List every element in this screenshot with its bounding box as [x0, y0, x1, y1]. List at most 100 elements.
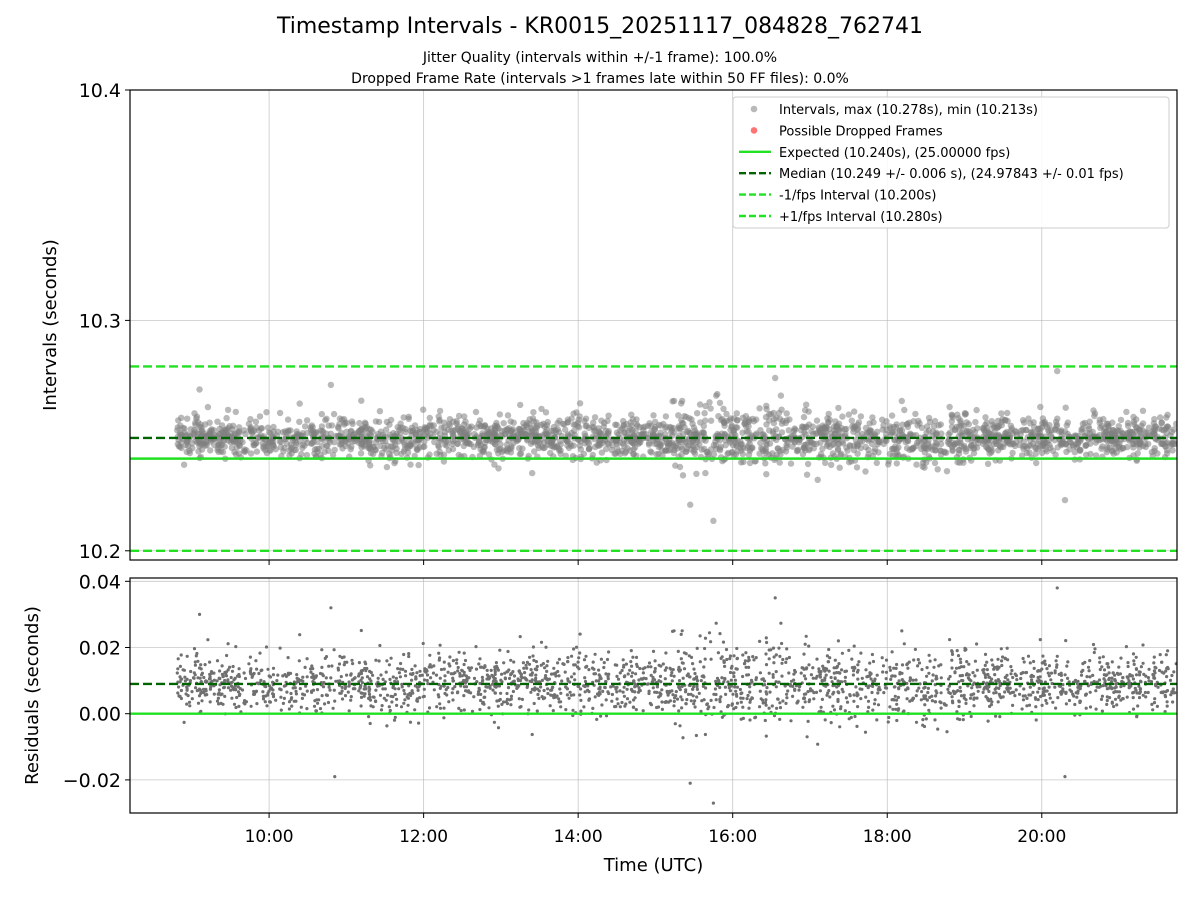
interval-point: [507, 418, 514, 425]
interval-point: [562, 452, 569, 459]
residual-point: [978, 685, 982, 689]
residual-point: [347, 680, 351, 684]
residual-point: [732, 707, 736, 711]
residual-point: [208, 687, 212, 691]
residual-point: [669, 673, 673, 678]
interval-point: [1071, 449, 1079, 456]
interval-point: [613, 429, 621, 436]
residual-point: [597, 693, 601, 698]
residual-point: [376, 676, 380, 680]
residual-point: [212, 692, 216, 696]
interval-point: [183, 448, 190, 456]
interval-point: [493, 422, 500, 429]
residual-point: [962, 693, 966, 698]
interval-point: [413, 446, 420, 453]
interval-point: [303, 451, 311, 459]
residual-point: [973, 659, 978, 663]
residual-point: [459, 684, 463, 688]
residual-point: [1083, 660, 1087, 665]
residual-point: [1055, 665, 1059, 669]
interval-point: [669, 442, 677, 449]
residual-point: [208, 672, 212, 677]
residual-point: [442, 667, 446, 671]
interval-point: [757, 427, 764, 434]
residual-point: [232, 678, 236, 682]
residual-point: [1026, 654, 1031, 658]
residual-point: [278, 646, 282, 650]
residual-point: [884, 677, 888, 681]
residual-point: [1047, 685, 1051, 689]
residual-point: [297, 659, 301, 663]
residual-point: [531, 654, 535, 658]
residual-point: [975, 668, 979, 672]
interval-point: [308, 440, 315, 447]
residual-point: [523, 671, 527, 675]
interval-point: [776, 459, 783, 466]
residual-point: [647, 661, 652, 665]
residual-point: [866, 674, 870, 679]
interval-point: [585, 424, 593, 432]
residual-point: [720, 676, 724, 680]
residual-point: [1036, 690, 1040, 694]
residual-point: [310, 690, 314, 695]
residual-point: [486, 677, 490, 681]
interval-point: [924, 446, 931, 453]
residual-point: [503, 671, 507, 675]
residual-point: [692, 702, 696, 706]
residual-point: [224, 674, 229, 678]
residual-point: [731, 692, 735, 696]
interval-point: [408, 424, 416, 431]
residual-point: [362, 694, 366, 698]
interval-point: [765, 451, 773, 458]
interval-point: [955, 415, 962, 422]
residual-point: [907, 660, 911, 664]
interval-point: [1145, 440, 1152, 448]
residual-point: [1049, 678, 1053, 682]
residual-point: [565, 693, 570, 697]
residual-point: [712, 705, 716, 710]
residual-point: [905, 697, 909, 701]
residual-point: [462, 694, 466, 698]
residual-point: [655, 705, 659, 710]
interval-point: [346, 435, 353, 442]
residual-point: [194, 686, 198, 690]
residual-point: [934, 674, 938, 678]
residual-point: [493, 672, 497, 677]
interval-point: [853, 464, 861, 471]
interval-point: [670, 449, 678, 457]
interval-point: [1150, 430, 1158, 437]
residual-point: [493, 691, 497, 695]
interval-point: [373, 434, 380, 442]
y-tick-label: 0.04: [79, 571, 121, 593]
residual-point: [1008, 686, 1012, 690]
residual-point: [825, 693, 829, 697]
residual-point: [298, 687, 302, 691]
residual-point: [1165, 704, 1169, 708]
interval-point: [640, 427, 647, 434]
interval-point: [888, 412, 896, 419]
residual-point: [871, 708, 875, 712]
residual-point: [808, 687, 813, 691]
residual-point: [507, 676, 512, 681]
residual-point: [593, 695, 597, 699]
residual-point: [1006, 658, 1010, 662]
residual-point: [914, 678, 918, 682]
residual-point: [822, 667, 826, 671]
residual-point: [1100, 694, 1104, 698]
interval-point: [906, 446, 913, 454]
interval-point: [1170, 426, 1177, 433]
residual-point: [829, 675, 833, 680]
residual-point: [478, 657, 482, 661]
residual-point: [602, 665, 606, 670]
residual-point: [479, 692, 483, 697]
residual-point: [804, 634, 808, 638]
interval-point: [770, 409, 777, 417]
residual-point: [374, 699, 378, 704]
residual-point: [975, 642, 979, 646]
residual-point: [490, 673, 494, 678]
interval-point: [296, 400, 303, 407]
residual-point: [728, 654, 733, 658]
residual-point: [837, 662, 841, 666]
residual-point: [389, 694, 393, 698]
